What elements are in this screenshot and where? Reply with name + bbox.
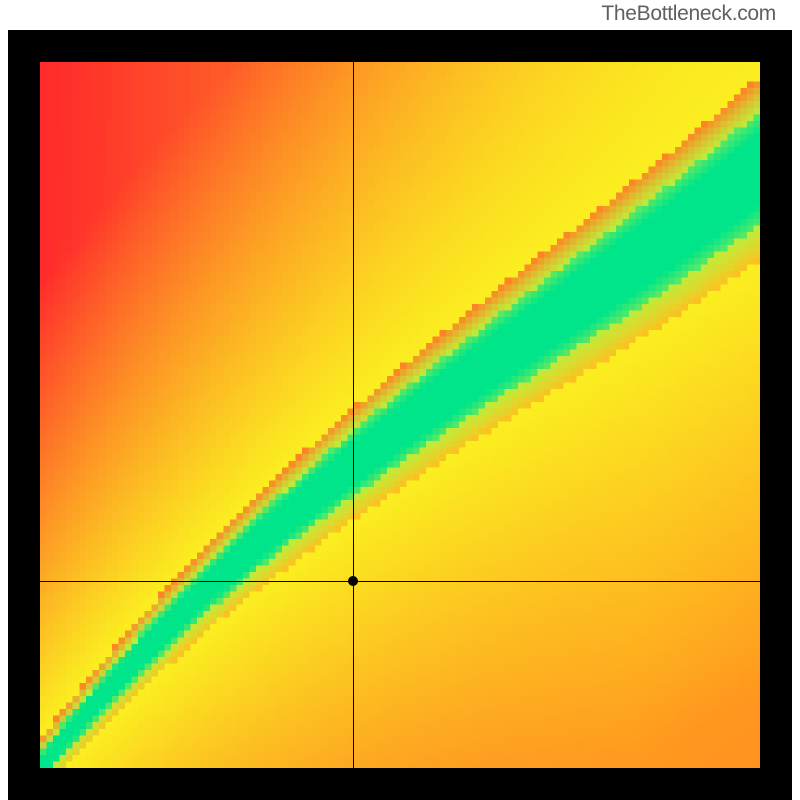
crosshair-horizontal-line [40, 581, 760, 582]
chart-border [8, 30, 792, 800]
chart-container: TheBottleneck.com [0, 0, 800, 800]
heatmap-plot-area [40, 62, 760, 768]
crosshair-vertical-line [353, 62, 354, 768]
watermark-text: TheBottleneck.com [601, 2, 776, 26]
crosshair-dot [348, 576, 358, 586]
heatmap-canvas [40, 62, 760, 768]
